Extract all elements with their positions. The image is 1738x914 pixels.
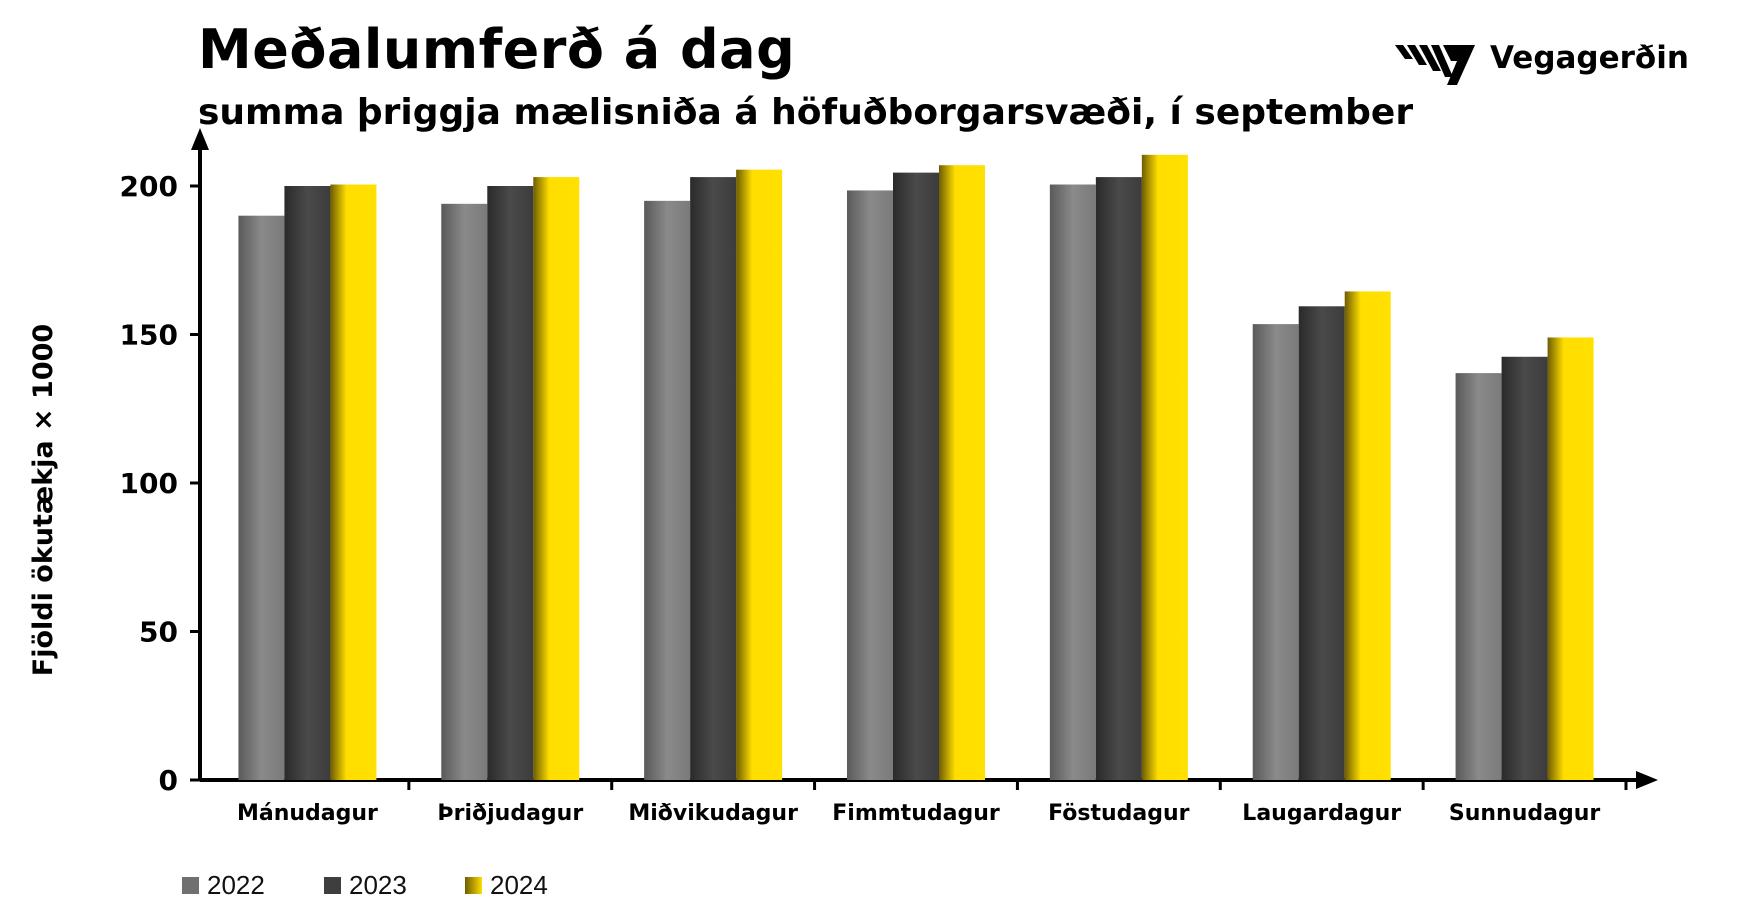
bar-2023-6 <box>1501 356 1548 780</box>
y-tick-label: 0 <box>159 764 178 797</box>
x-tick-label: Fimmtudagur <box>832 801 1000 826</box>
legend-label-2022: 2022 <box>207 870 265 900</box>
legend-item-2022: 2022 <box>182 870 265 901</box>
bar-2023-2 <box>690 177 737 781</box>
x-tick-label: Sunnudagur <box>1449 801 1600 826</box>
x-tick-label: Þriðjudagur <box>437 801 583 826</box>
bar-2024-3 <box>939 165 985 780</box>
legend-item-2024: 2024 <box>465 870 548 901</box>
logo-text: Vegagerðin <box>1490 40 1689 76</box>
x-tick-label: Laugardagur <box>1242 801 1401 826</box>
legend-label-2023: 2023 <box>349 870 407 900</box>
y-tick-label: 50 <box>139 616 178 649</box>
bar-2024-0 <box>330 184 377 780</box>
vegagerdin-logo-icon <box>1395 45 1475 85</box>
bar-2023-1 <box>487 186 534 780</box>
bar-2022-6 <box>1455 373 1502 780</box>
bar-2022-1 <box>441 203 488 780</box>
bar-2024-6 <box>1547 337 1594 780</box>
bar-2022-0 <box>238 215 285 780</box>
chart-title: Meðalumferð á dag <box>198 18 796 81</box>
legend-label-2024: 2024 <box>490 870 548 900</box>
bar-2024-2 <box>736 169 783 781</box>
legend-swatch-2022 <box>182 877 199 894</box>
bar-2023-3 <box>893 172 939 780</box>
bar-2024-4 <box>1141 154 1188 780</box>
x-tick-label: Miðvikudagur <box>628 801 798 826</box>
y-axis-arrow-icon <box>191 128 209 150</box>
bar-2022-3 <box>847 190 893 780</box>
y-tick-label: 150 <box>120 319 178 352</box>
bar-2024-5 <box>1344 291 1391 780</box>
bar-2023-0 <box>284 186 331 780</box>
legend-swatch-2023 <box>324 877 341 894</box>
x-axis-arrow-icon <box>1636 771 1658 789</box>
x-tick-label: Föstudagur <box>1048 801 1190 826</box>
bar-2022-2 <box>644 200 691 781</box>
y-axis-label: Fjöldi ökutækja × 1000 <box>28 324 59 676</box>
y-tick-label: 200 <box>120 170 178 203</box>
chart-subtitle: summa þriggja mælisniða á höfuðborgarsvæ… <box>198 92 1414 133</box>
bar-2022-5 <box>1252 324 1299 780</box>
legend-item-2023: 2023 <box>324 870 407 901</box>
bar-2024-1 <box>533 177 580 781</box>
x-tick-label: Mánudagur <box>237 801 378 826</box>
bar-2023-4 <box>1095 177 1142 781</box>
y-tick-label: 100 <box>120 467 178 500</box>
bar-2023-5 <box>1298 306 1345 780</box>
legend-swatch-2024 <box>465 877 482 894</box>
bar-2022-4 <box>1049 184 1096 780</box>
